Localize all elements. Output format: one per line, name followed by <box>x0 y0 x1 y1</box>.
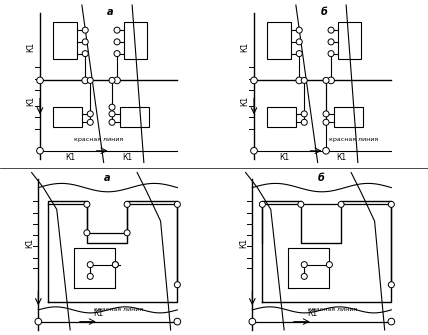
Circle shape <box>388 201 394 207</box>
Circle shape <box>113 262 119 268</box>
Text: К1: К1 <box>239 238 248 248</box>
Text: красная линия: красная линия <box>330 137 378 141</box>
Circle shape <box>327 262 333 268</box>
Circle shape <box>328 77 334 84</box>
Circle shape <box>174 282 180 288</box>
Circle shape <box>251 147 257 154</box>
Text: К1: К1 <box>336 153 346 162</box>
Bar <box>334 107 363 127</box>
Circle shape <box>323 147 330 154</box>
Circle shape <box>87 273 93 279</box>
Circle shape <box>328 39 334 45</box>
Circle shape <box>174 201 180 207</box>
Circle shape <box>87 262 93 268</box>
Circle shape <box>82 77 89 84</box>
Circle shape <box>114 51 120 57</box>
Text: красная линия: красная линия <box>74 137 123 141</box>
Text: К1: К1 <box>279 153 289 162</box>
Circle shape <box>87 77 93 83</box>
Circle shape <box>114 77 120 84</box>
Circle shape <box>301 262 307 268</box>
Circle shape <box>109 77 115 83</box>
Circle shape <box>37 77 43 84</box>
Text: К1: К1 <box>241 95 250 106</box>
Text: К1: К1 <box>241 42 250 52</box>
Circle shape <box>82 39 88 45</box>
Circle shape <box>113 262 119 268</box>
Circle shape <box>323 111 329 117</box>
Text: а: а <box>107 7 114 17</box>
Bar <box>338 22 361 59</box>
Text: а: а <box>104 173 110 183</box>
Circle shape <box>109 119 115 125</box>
Text: К1: К1 <box>27 42 36 52</box>
Text: К1: К1 <box>27 95 36 106</box>
Circle shape <box>37 147 43 154</box>
Text: б: б <box>318 173 324 183</box>
Text: К1: К1 <box>122 153 132 162</box>
Circle shape <box>109 111 115 117</box>
Circle shape <box>109 104 115 110</box>
Circle shape <box>124 230 130 236</box>
Circle shape <box>301 119 307 125</box>
Circle shape <box>84 201 90 207</box>
Circle shape <box>249 318 256 325</box>
Text: красная линия: красная линия <box>308 308 357 312</box>
Circle shape <box>388 318 395 325</box>
Text: К1: К1 <box>65 153 75 162</box>
Text: красная линия: красная линия <box>94 308 143 312</box>
Circle shape <box>388 282 394 288</box>
Bar <box>268 22 291 59</box>
Circle shape <box>298 201 304 207</box>
Circle shape <box>301 273 307 279</box>
Bar <box>54 107 82 127</box>
Circle shape <box>251 77 257 84</box>
Circle shape <box>296 51 302 57</box>
Circle shape <box>87 111 93 117</box>
Bar <box>124 22 147 59</box>
Circle shape <box>124 201 130 207</box>
Circle shape <box>114 27 120 33</box>
Circle shape <box>35 318 42 325</box>
Text: б: б <box>321 7 328 17</box>
Circle shape <box>296 77 303 84</box>
Circle shape <box>301 77 307 83</box>
Text: К1: К1 <box>308 309 318 318</box>
Circle shape <box>114 39 120 45</box>
Circle shape <box>87 119 93 125</box>
Text: К1: К1 <box>25 238 34 248</box>
Circle shape <box>301 111 307 117</box>
Circle shape <box>84 230 90 236</box>
Circle shape <box>259 201 265 207</box>
Circle shape <box>82 27 88 33</box>
Bar <box>54 22 77 59</box>
Circle shape <box>174 318 181 325</box>
Circle shape <box>328 51 334 57</box>
Bar <box>120 107 149 127</box>
Bar <box>268 107 296 127</box>
Circle shape <box>323 77 329 83</box>
Circle shape <box>328 27 334 33</box>
Text: К1: К1 <box>94 309 104 318</box>
Circle shape <box>296 39 302 45</box>
Circle shape <box>296 27 302 33</box>
Circle shape <box>323 119 329 125</box>
Circle shape <box>338 201 344 207</box>
Circle shape <box>82 51 88 57</box>
